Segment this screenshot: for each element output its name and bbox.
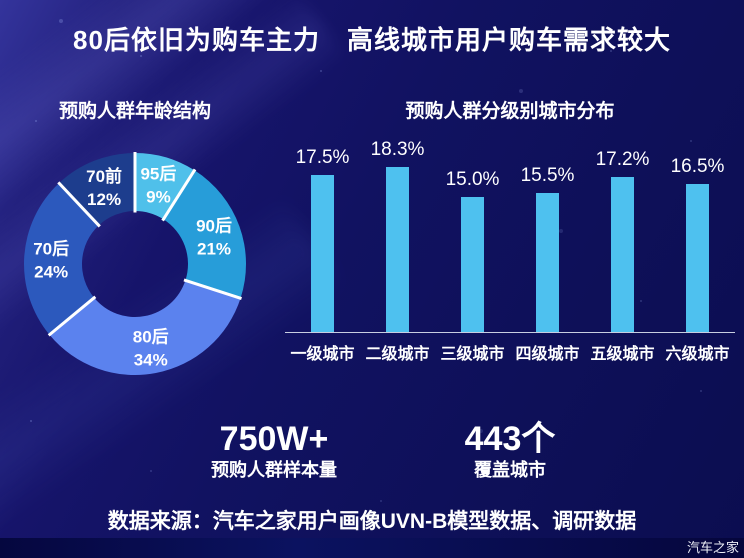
bar-column: 17.2% xyxy=(585,149,660,332)
donut-segment-label: 95后 9% xyxy=(140,164,176,206)
bar-value-label: 18.3% xyxy=(370,139,425,161)
bar-column: 16.5% xyxy=(660,155,735,332)
bar xyxy=(536,192,559,332)
bar-value-label: 15.5% xyxy=(520,164,575,186)
donut-segment xyxy=(24,183,99,335)
bar-axis-label: 二级城市 xyxy=(365,346,430,363)
stat-label: 覆盖城市 xyxy=(474,460,546,480)
bar xyxy=(461,197,484,332)
city-chart-title: 预购人群分级别城市分布 xyxy=(405,101,615,122)
city-bar-chart: 17.5% 18.3% 15.0% 15.5% 17.2% 16.5% xyxy=(285,139,735,333)
footer-strip: 汽车之家 xyxy=(0,538,744,558)
page-title: 80后依旧为购车主力 高线城市用户购车需求较大 xyxy=(73,25,671,55)
stat-value: 443个 xyxy=(464,420,556,458)
stat-sample-size: 750W+ 预购人群样本量 xyxy=(154,420,394,480)
bar-column: 15.0% xyxy=(435,169,510,332)
bar-axis-label: 四级城市 xyxy=(515,346,580,363)
donut-separator xyxy=(57,181,101,228)
donut-segment xyxy=(163,170,246,299)
bar-column: 15.5% xyxy=(510,164,585,332)
stat-value: 750W+ xyxy=(219,420,329,458)
donut-segment xyxy=(135,153,195,220)
stat-covered-cities: 443个 覆盖城市 xyxy=(390,420,630,480)
bar-value-label: 15.0% xyxy=(445,169,500,190)
bar-column: 18.3% xyxy=(360,139,435,332)
background-sparkle-dots xyxy=(0,0,2,2)
data-source-note: 数据来源：汽车之家用户画像UVN-B模型数据、调研数据 xyxy=(107,510,637,533)
bar xyxy=(611,177,634,332)
donut-segment xyxy=(49,280,241,375)
donut-separator xyxy=(161,168,197,222)
age-chart-title: 预购人群年龄结构 xyxy=(58,101,211,122)
age-donut-chart: 95后 9% 90后 21% 80后 34% 70后 24% 70前 12% xyxy=(24,152,246,375)
bar-value-label: 16.5% xyxy=(670,155,725,177)
donut-segment-label: 70后 24% xyxy=(33,240,69,282)
bar-axis-label: 三级城市 xyxy=(440,346,505,363)
bar xyxy=(386,167,409,332)
brand-watermark: 汽车之家 xyxy=(686,540,739,555)
donut-separator xyxy=(183,278,242,301)
bar xyxy=(311,174,334,332)
bar xyxy=(686,183,709,332)
city-bar-chart-axis: 一级城市 二级城市 三级城市 四级城市 五级城市 六级城市 xyxy=(285,340,735,364)
bar-value-label: 17.2% xyxy=(595,149,650,171)
bar-axis-label: 五级城市 xyxy=(590,346,655,363)
bar-axis-label: 一级城市 xyxy=(290,346,355,363)
bar-column: 17.5% xyxy=(285,146,360,332)
bar-value-label: 17.5% xyxy=(295,146,350,168)
donut-segment-label: 70前 12% xyxy=(86,166,122,209)
stat-label: 预购人群样本量 xyxy=(211,460,337,480)
donut-segment-label: 80后 34% xyxy=(133,328,169,370)
donut-separator xyxy=(47,295,97,337)
donut-segment xyxy=(59,153,135,226)
donut-segment-label: 90后 21% xyxy=(196,217,232,259)
bar-axis-label: 六级城市 xyxy=(665,346,730,363)
